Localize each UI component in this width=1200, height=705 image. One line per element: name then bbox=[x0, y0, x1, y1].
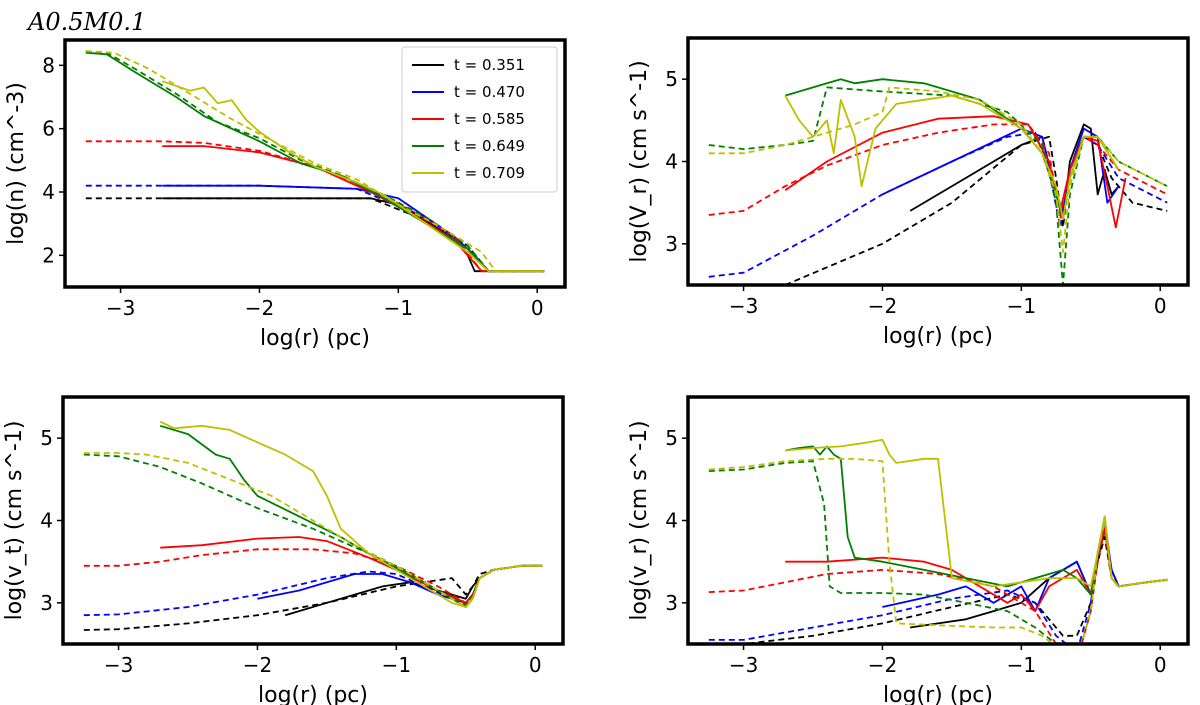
y-tick-label: 4 bbox=[665, 509, 678, 533]
x-tick-label: −2 bbox=[245, 296, 274, 320]
plot-frame bbox=[686, 395, 1190, 646]
panel-1: −3 −2 −1 0 2 4 6 8 log(r) (pc) log(n) (cm^-3) t = … bbox=[4, 38, 567, 351]
x-axis-label: log(r) (pc) bbox=[258, 683, 368, 705]
x-tick-label: 0 bbox=[531, 296, 544, 320]
legend-label: t = 0.351 bbox=[454, 56, 525, 74]
series-line-0.351-solid bbox=[284, 564, 543, 617]
series-line-0.585-solid bbox=[160, 536, 543, 604]
series-line-0.585-solid bbox=[162, 145, 545, 273]
series-line-0.649-dashed bbox=[708, 460, 1168, 644]
series-group bbox=[83, 420, 543, 631]
series-line-0.470-dashed bbox=[708, 131, 1168, 278]
legend-label: t = 0.709 bbox=[454, 164, 525, 182]
series-line-0.709-dashed bbox=[708, 457, 1168, 644]
panel-4: −3 −2 −1 0 3 4 5 log(r) (pc) log(v_r) (cm s^-1) bbox=[627, 395, 1190, 705]
x-tick-label: −3 bbox=[104, 653, 133, 677]
series-line-0.649-solid bbox=[159, 424, 543, 608]
x-tick-label: −1 bbox=[384, 296, 413, 320]
x-tick-label: −1 bbox=[1007, 294, 1036, 318]
x-tick-label: −3 bbox=[729, 653, 758, 677]
y-tick-label: 5 bbox=[665, 67, 678, 91]
legend: t = 0.351 t = 0.470 t = 0.585 t = 0.649 t = … bbox=[401, 46, 558, 193]
y-tick-label: 3 bbox=[40, 591, 53, 615]
x-tick-label: −3 bbox=[729, 294, 758, 318]
x-tick-label: 0 bbox=[1154, 294, 1167, 318]
y-tick-label: 3 bbox=[665, 591, 678, 615]
series-line-0.649-dashed bbox=[83, 453, 543, 607]
y-tick-label: 4 bbox=[40, 509, 53, 533]
y-tick-label: 6 bbox=[42, 117, 55, 141]
x-tick-label: 0 bbox=[529, 653, 542, 677]
series-line-0.351-solid bbox=[162, 197, 545, 273]
y-axis-label: log(v_t) (cm s^-1) bbox=[2, 421, 27, 621]
series-line-0.709-solid bbox=[161, 80, 545, 273]
series-line-0.709-dashed bbox=[708, 86, 1168, 253]
series-line-0.709-solid bbox=[785, 438, 1168, 588]
x-tick-label: −2 bbox=[243, 653, 272, 677]
series-group bbox=[708, 438, 1168, 644]
y-axis-label: log(V_r) (cm s^-1) bbox=[627, 60, 652, 262]
y-tick-label: 8 bbox=[42, 53, 55, 77]
series-group bbox=[85, 50, 545, 273]
y-tick-label: 5 bbox=[40, 426, 53, 450]
x-tick-label: −2 bbox=[868, 653, 897, 677]
legend-label: t = 0.470 bbox=[454, 83, 525, 101]
legend-label: t = 0.649 bbox=[454, 137, 525, 155]
series-line-0.709-dashed bbox=[83, 452, 543, 608]
x-axis-label: log(r) (pc) bbox=[260, 326, 370, 351]
y-tick-label: 5 bbox=[665, 426, 678, 450]
series-line-0.649-dashed bbox=[85, 50, 545, 273]
figure-title: A0.5M0.1 bbox=[26, 8, 146, 36]
series-line-0.709-dashed bbox=[85, 50, 545, 273]
legend-box bbox=[401, 46, 558, 193]
series-line-0.351-dashed bbox=[784, 135, 1168, 285]
y-axis-label: log(v_r) (cm s^-1) bbox=[627, 420, 652, 620]
series-line-0.709-solid bbox=[784, 94, 1120, 220]
series-line-0.649-solid bbox=[85, 51, 545, 273]
y-tick-label: 4 bbox=[665, 150, 678, 174]
x-tick-label: −2 bbox=[868, 294, 897, 318]
panel-3: −3 −2 −1 0 3 4 5 log(r) (pc) log(v_t) (cm s^-1) bbox=[2, 395, 565, 705]
x-tick-label: −1 bbox=[382, 653, 411, 677]
legend-label: t = 0.585 bbox=[454, 110, 525, 128]
y-axis-label: log(n) (cm^-3) bbox=[4, 82, 29, 245]
y-tick-label: 2 bbox=[42, 243, 55, 267]
x-tick-label: −3 bbox=[106, 296, 135, 320]
y-tick-label: 4 bbox=[42, 180, 55, 204]
x-axis-label: log(r) (pc) bbox=[883, 683, 993, 705]
x-axis-label: log(r) (pc) bbox=[883, 324, 993, 349]
plot-frame bbox=[63, 38, 567, 289]
x-tick-label: −1 bbox=[1007, 653, 1036, 677]
y-tick-label: 3 bbox=[665, 232, 678, 256]
series-line-0.470-solid bbox=[882, 519, 1168, 612]
x-tick-label: 0 bbox=[1154, 653, 1167, 677]
series-line-0.709-solid bbox=[159, 420, 543, 608]
series-group bbox=[708, 78, 1168, 285]
panel-2: −3 −2 −1 0 3 4 5 log(r) (pc) log(V_r) (cm s^-1) bbox=[627, 36, 1190, 349]
series-line-0.585-solid bbox=[784, 115, 1127, 229]
